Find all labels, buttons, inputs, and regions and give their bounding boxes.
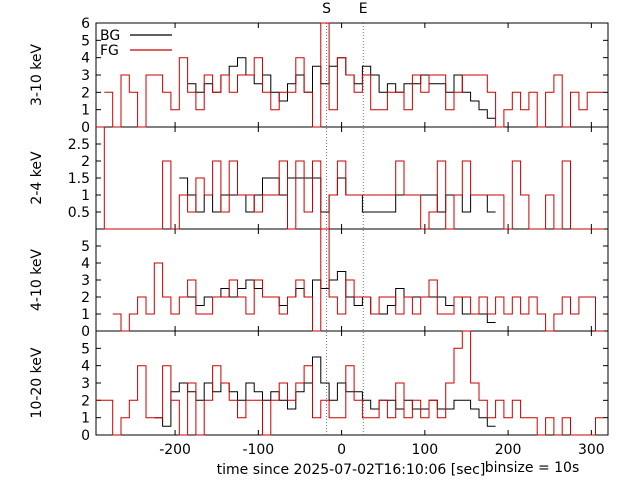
marker-label-s: S: [322, 1, 331, 17]
panel-0-ytick-label-2: 2: [81, 85, 90, 101]
panel-0-ytick-label-6: 6: [81, 16, 90, 32]
panel-2-ytick-label-0: 0: [81, 324, 90, 340]
panel-0-ytick-label-1: 1: [81, 103, 90, 119]
panel-0-ytick-label-0: 0: [81, 120, 90, 136]
panel-2-series-bg: [187, 271, 496, 323]
panel-3-ytick-label-4: 4: [81, 359, 90, 375]
xtick-label-0: -200: [159, 442, 191, 458]
xtick-label-3: 100: [411, 442, 438, 458]
panel-2-ylabel: 4-10 keV: [29, 249, 45, 311]
panel-1-ylabel: 2-4 keV: [29, 151, 45, 205]
panel-3-series-fg: [96, 330, 604, 436]
xtick-label-2: 0: [337, 442, 346, 458]
xtick-label-5: 300: [578, 442, 605, 458]
panel-0-ytick-label-3: 3: [81, 68, 90, 84]
panel-3-ytick-label-2: 2: [81, 393, 90, 409]
xtick-label-4: 200: [495, 442, 522, 458]
marker-label-e: E: [359, 1, 368, 17]
panel-3-ytick-label-3: 3: [81, 376, 90, 392]
panel-2-ytick-label-1: 1: [81, 307, 90, 323]
panel-0-series-fg: [104, 22, 604, 128]
panel-1-frame: [95, 126, 609, 230]
panel-0-ytick-label-5: 5: [81, 33, 90, 49]
panel-1-series-fg: [96, 126, 604, 230]
legend-label-fg: FG: [100, 43, 119, 59]
x-axis-label: time since 2025-07-02T16:10:06 [sec]: [217, 462, 486, 478]
panel-1-ytick-label-1: 1: [81, 188, 90, 204]
panel-1-ytick-label-3: 2: [81, 154, 90, 170]
panel-3-ytick-label-1: 1: [81, 411, 90, 427]
panel-1-ytick-label-2: 1.5: [68, 171, 90, 187]
panel-2-ytick-label-3: 3: [81, 273, 90, 289]
panel-3-ytick-label-0: 0: [81, 428, 90, 444]
xtick-label-1: -100: [242, 442, 274, 458]
panel-0-ytick-label-4: 4: [81, 51, 90, 67]
panel-3-ytick-label-5: 5: [81, 341, 90, 357]
panel-2-series-fg: [112, 228, 604, 332]
panel-2-ytick-label-2: 2: [81, 290, 90, 306]
panel-0-ylabel: 3-10 keV: [29, 44, 45, 106]
panel-3-series-bg: [154, 356, 496, 427]
binsize-label: binsize = 10s: [485, 460, 580, 476]
panel-1-ytick-label-0: 0.5: [68, 205, 90, 221]
panel-2-ytick-label-5: 5: [81, 239, 90, 255]
panel-1-ytick-label-4: 2.5: [68, 137, 90, 153]
panel-3-frame: [95, 330, 609, 436]
panel-2-ytick-label-4: 4: [81, 256, 90, 272]
panel-3-ylabel: 10-20 keV: [29, 347, 45, 418]
legend-label-bg: BG: [100, 28, 120, 44]
